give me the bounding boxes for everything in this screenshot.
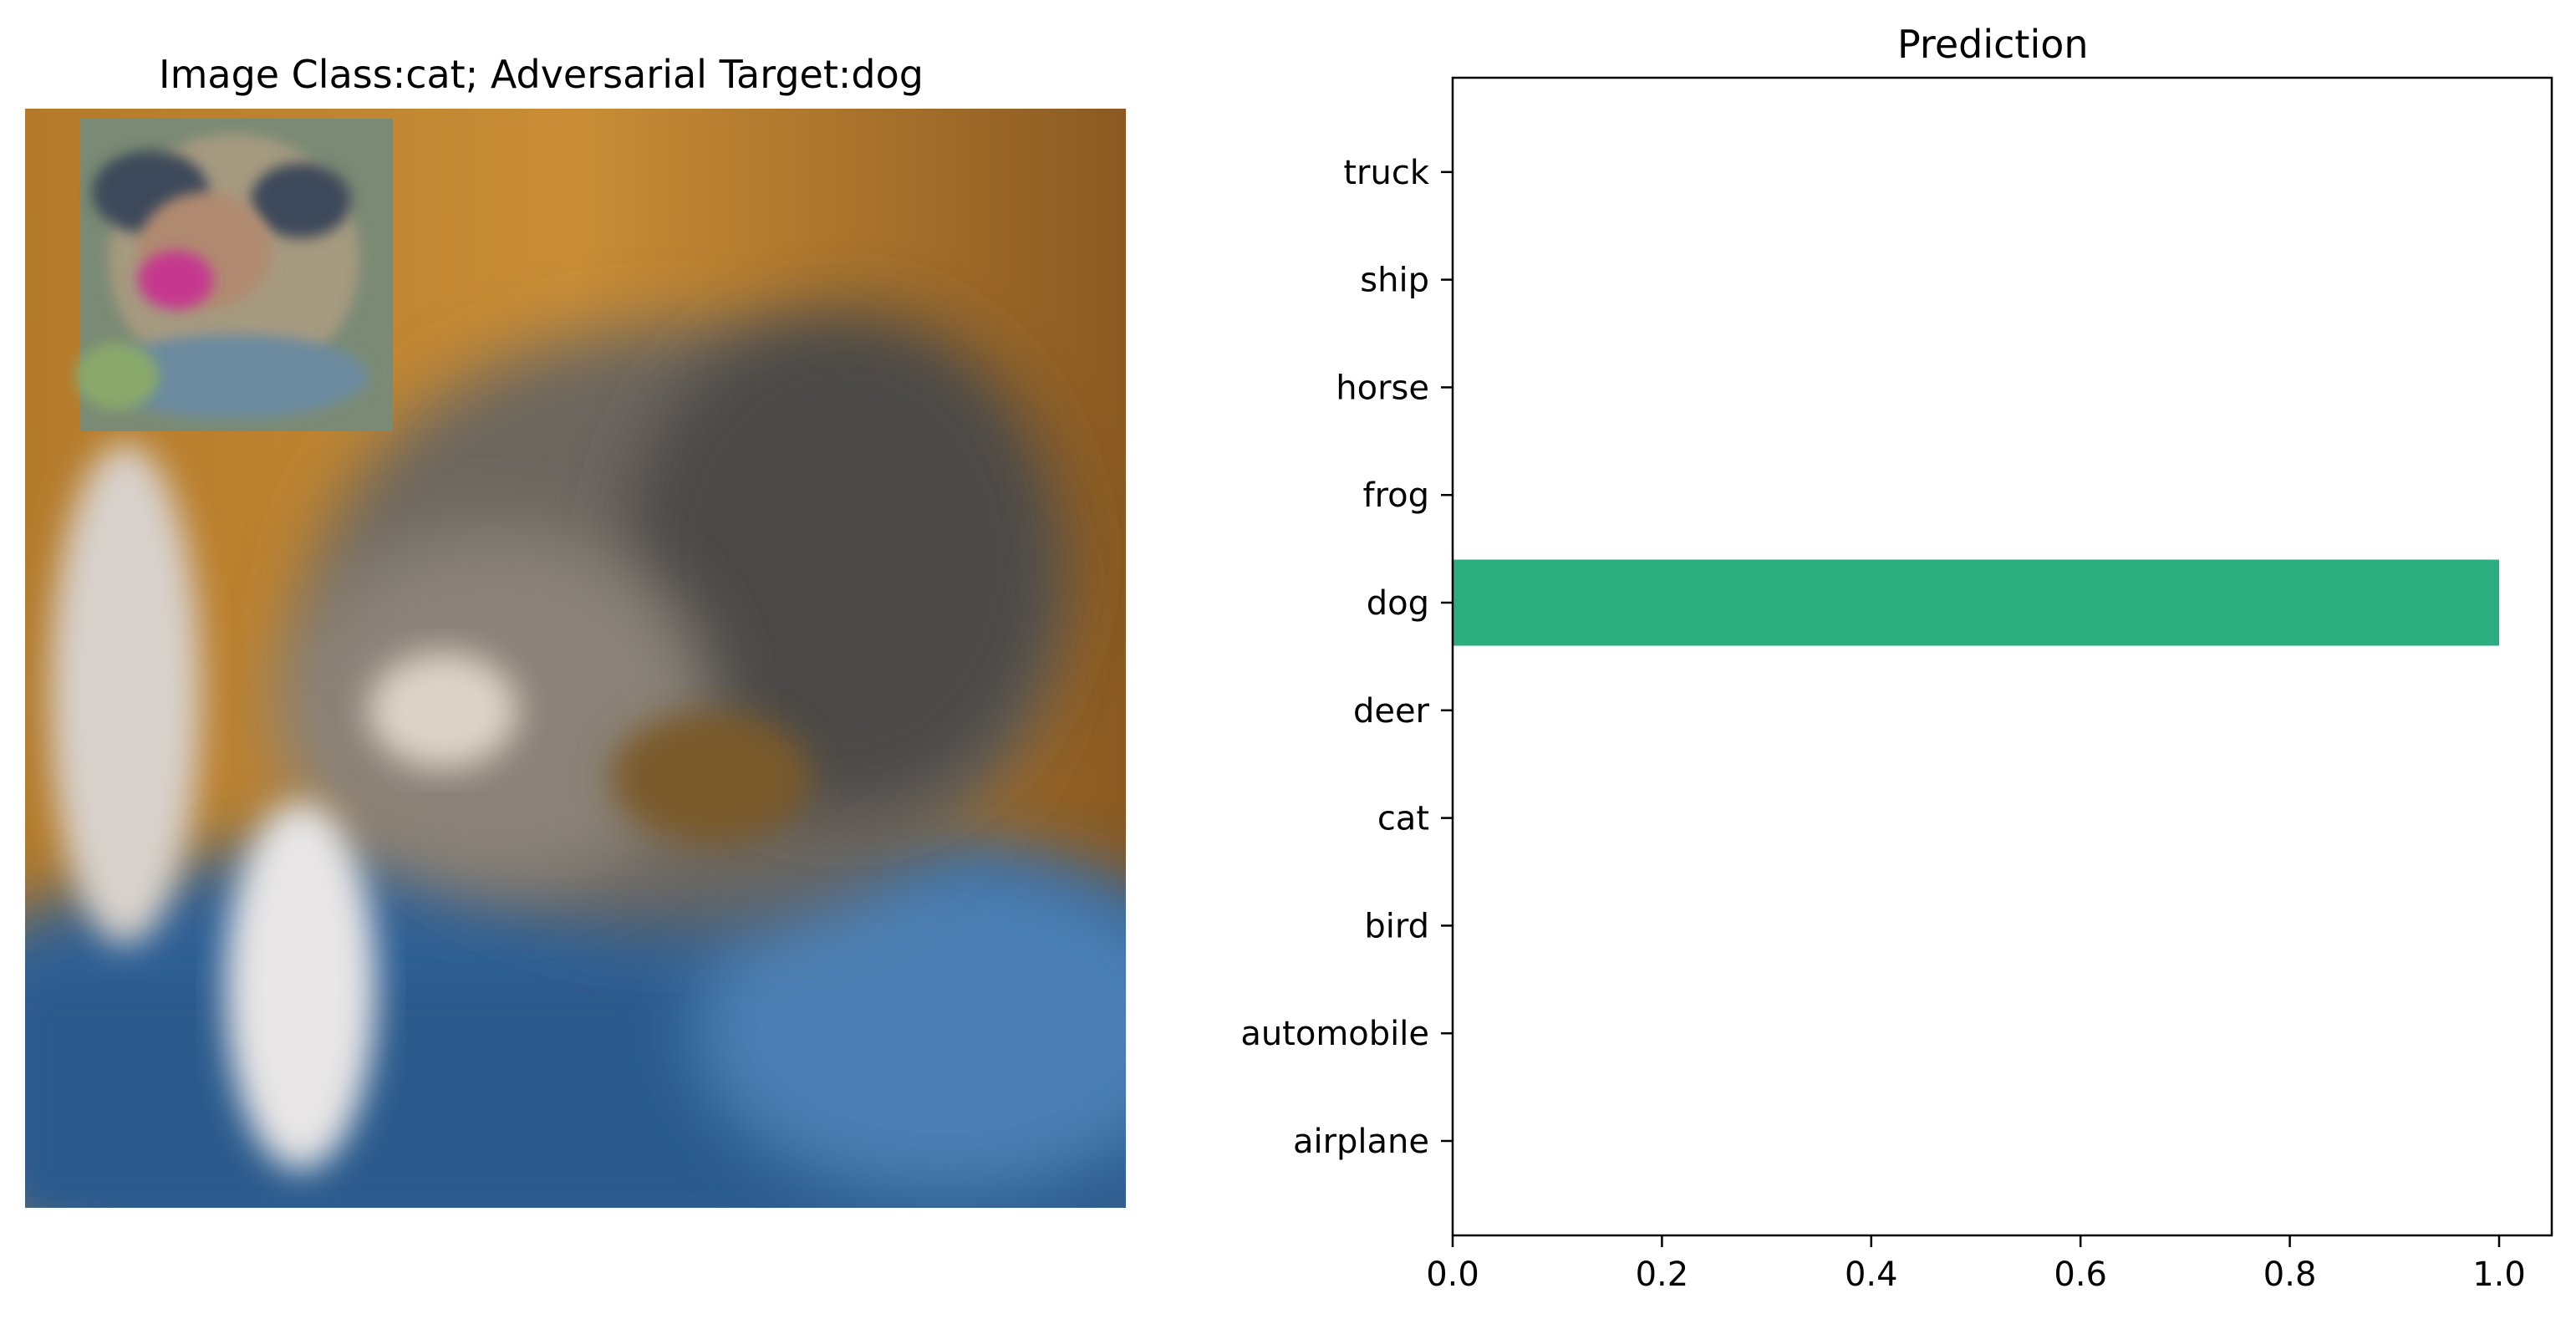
xtick-label: 1.0 (2472, 1255, 2526, 1294)
ytick-label-frog: frog (1362, 476, 1429, 515)
ytick-label-cat: cat (1377, 800, 1429, 838)
plot-frame (1451, 76, 2553, 1237)
adversarial-cat-image (25, 109, 1126, 1208)
ytick-label-ship: ship (1360, 262, 1429, 300)
xtick-label: 0.4 (1845, 1255, 1898, 1294)
adversarial-patch (75, 119, 393, 431)
ytick-label-airplane: airplane (1293, 1123, 1429, 1161)
image-title: Image Class:cat; Adversarial Target:dog (159, 52, 924, 97)
cat-photo (25, 109, 1126, 1208)
ytick-label-deer: deer (1353, 692, 1430, 731)
bar-dog (1453, 559, 2499, 646)
ytick-label-truck: truck (1343, 154, 1429, 192)
ytick-label-dog: dog (1367, 584, 1429, 623)
xtick-label: 0.0 (1426, 1255, 1479, 1294)
ytick-label-bird: bird (1364, 907, 1429, 945)
xtick-label: 0.6 (2054, 1255, 2107, 1294)
ytick-label-automobile: automobile (1240, 1015, 1429, 1053)
xtick-label: 0.8 (2263, 1255, 2317, 1294)
ytick-label-horse: horse (1336, 369, 1429, 407)
chart-title: Prediction (1897, 22, 2089, 67)
xtick-label: 0.2 (1636, 1255, 1689, 1294)
